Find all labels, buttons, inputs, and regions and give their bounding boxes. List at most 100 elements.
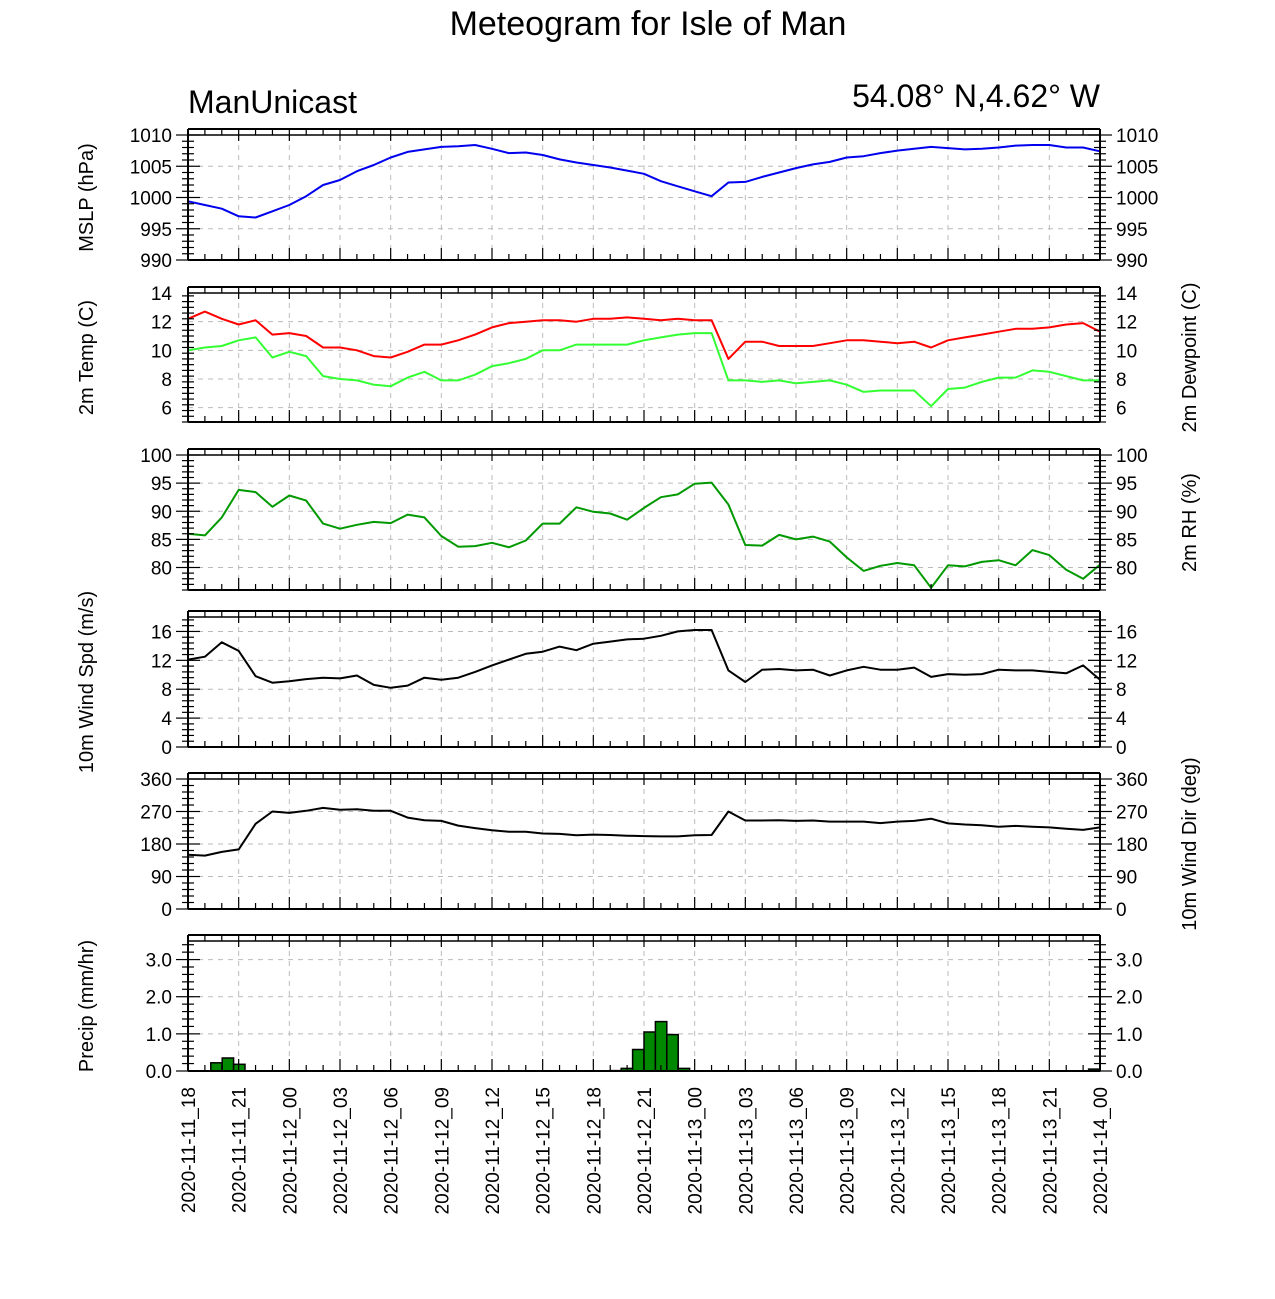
x-tick-labels: 2020-11-11_18 2020-11-11_21 2020-11-12_00 2… — [179, 1087, 1112, 1214]
y-tick-label-left: 6 — [161, 399, 172, 420]
y-tick-label-left: 0 — [161, 900, 172, 921]
y-tick-label-left: 270 — [140, 803, 172, 824]
x-tick-label: 2020-11-12_15 — [534, 1087, 555, 1214]
y-tick-label-right: 85 — [1116, 530, 1137, 551]
x-tick-label: 2020-11-13_09 — [838, 1087, 859, 1214]
y-tick-label-left: 1.0 — [146, 1025, 172, 1046]
y-tick-label-right: 180 — [1116, 835, 1148, 856]
site-coordinates: 54.08° N,4.62° W — [852, 78, 1101, 114]
x-tick-label: 2020-11-13_12 — [888, 1087, 909, 1214]
y-tick-label-left: 2.0 — [146, 988, 172, 1009]
x-tick-label: 2020-11-12_18 — [584, 1087, 605, 1214]
series-line-1 — [187, 806, 1101, 857]
x-tick-label: 2020-11-13_06 — [787, 1087, 808, 1214]
precip-bar — [232, 1063, 246, 1072]
y-tick-label-left: 95 — [151, 474, 172, 495]
y-tick-label-left: 995 — [140, 220, 172, 241]
y-axis-label-left: 10m Wind Spd (m/s) — [76, 591, 98, 773]
y-tick-label-left: 100 — [140, 446, 172, 467]
y-tick-label-left: 3.0 — [146, 951, 172, 972]
series-line-1 — [187, 144, 1101, 219]
y-tick-label-left: 0.0 — [146, 1062, 172, 1083]
y-tick-label-left: 1000 — [130, 189, 172, 210]
y-tick-label-right: 1005 — [1116, 157, 1158, 178]
y-tick-label-left: 4 — [161, 709, 172, 730]
y-tick-label-right: 100 — [1116, 446, 1148, 467]
x-tick-label: 2020-11-12_06 — [382, 1087, 403, 1214]
panel-3: 80 80 85 85 90 90 95 95 100 100 2m RH (%) — [140, 446, 1201, 591]
y-tick-label-right: 14 — [1116, 284, 1138, 305]
panel-1: 990 990 995 995 1000 1000 1005 1005 1010 1010 MSLP… — [76, 126, 1158, 272]
y-axis-label-right: 10m Wind Dir (deg) — [1179, 757, 1201, 930]
y-axis-label-left: 2m Temp (C) — [76, 300, 98, 415]
precip-bar — [666, 1033, 679, 1072]
y-tick-label-left: 14 — [151, 284, 173, 305]
y-tick-label-left: 1005 — [130, 157, 172, 178]
y-tick-label-right: 80 — [1116, 559, 1137, 580]
y-tick-label-right: 1000 — [1116, 189, 1158, 210]
y-tick-label-left: 8 — [161, 680, 172, 701]
series-line-1 — [187, 481, 1101, 589]
y-tick-label-right: 1010 — [1116, 126, 1158, 147]
y-tick-label-right: 0 — [1116, 738, 1127, 759]
series-line-2 — [187, 332, 1100, 408]
y-tick-label-right: 95 — [1116, 474, 1137, 495]
x-tick-label: 2020-11-12_21 — [635, 1087, 656, 1214]
x-tick-label: 2020-11-13_00 — [686, 1087, 707, 1214]
y-axis-label-left: MSLP (hPa) — [76, 143, 98, 252]
y-tick-label-left: 90 — [151, 502, 172, 523]
precip-bar — [654, 1020, 668, 1072]
x-tick-label: 2020-11-13_18 — [990, 1087, 1011, 1214]
x-tick-label: 2020-11-12_12 — [483, 1087, 504, 1214]
y-tick-label-right: 2.0 — [1116, 988, 1142, 1009]
x-tick-label: 2020-11-11_21 — [230, 1087, 251, 1213]
y-tick-label-right: 1.0 — [1116, 1025, 1142, 1046]
y-tick-label-right: 360 — [1116, 770, 1148, 791]
site-name: ManUnicast — [188, 84, 357, 120]
panel-5: 0 0 90 90 180 180 270 270 360 360 10m Wind Dir (de… — [140, 757, 1201, 930]
y-tick-label-left: 0 — [161, 738, 172, 759]
chart-title: Meteogram for Isle of Man — [450, 5, 847, 43]
y-tick-label-right: 90 — [1116, 502, 1137, 523]
y-tick-label-left: 12 — [151, 651, 172, 672]
x-tick-label: 2020-11-12_03 — [331, 1087, 352, 1214]
y-tick-label-right: 270 — [1116, 803, 1148, 824]
y-tick-label-right: 0 — [1116, 900, 1127, 921]
panel-6: 0.0 0.0 1.0 1.0 2.0 2.0 3.0 3.0 Precip (mm/hr) — [76, 934, 1142, 1083]
x-tick-label: 2020-11-12_09 — [432, 1087, 453, 1214]
y-tick-label-left: 8 — [161, 370, 172, 391]
y-tick-label-left: 80 — [151, 559, 172, 580]
x-tick-label: 2020-11-13_21 — [1040, 1087, 1061, 1214]
y-tick-label-right: 12 — [1116, 313, 1137, 334]
panel-2: 6 6 8 8 10 10 12 12 14 14 2m Temp (C) 2m Dewpoint (… — [76, 282, 1201, 432]
x-tick-label: 2020-11-11_18 — [179, 1087, 200, 1213]
precip-bar — [221, 1057, 235, 1072]
y-tick-label-right: 8 — [1116, 370, 1127, 391]
y-tick-label-left: 1010 — [130, 126, 172, 147]
y-axis-label-right: 2m RH (%) — [1179, 473, 1201, 572]
y-tick-label-left: 90 — [151, 868, 172, 889]
y-tick-label-left: 990 — [140, 251, 172, 272]
y-tick-label-left: 360 — [140, 770, 172, 791]
y-tick-label-right: 3.0 — [1116, 951, 1142, 972]
y-tick-label-right: 4 — [1116, 709, 1127, 730]
y-tick-label-left: 85 — [151, 530, 172, 551]
y-tick-label-right: 10 — [1116, 341, 1137, 362]
y-tick-label-left: 16 — [151, 622, 172, 643]
y-tick-label-right: 990 — [1116, 251, 1148, 272]
panel-4: 0 0 4 4 8 8 12 12 16 16 10m Wind Spd (m/s) — [76, 591, 1137, 773]
y-tick-label-left: 10 — [151, 341, 172, 362]
y-tick-label-right: 90 — [1116, 868, 1137, 889]
y-tick-label-left: 180 — [140, 835, 172, 856]
y-tick-label-left: 12 — [151, 313, 172, 334]
x-tick-label: 2020-11-12_00 — [280, 1087, 301, 1214]
x-tick-label: 2020-11-13_15 — [939, 1087, 960, 1214]
y-tick-label-right: 12 — [1116, 651, 1137, 672]
y-tick-label-right: 0.0 — [1116, 1062, 1142, 1083]
y-tick-label-right: 8 — [1116, 680, 1127, 701]
y-axis-label-right: 2m Dewpoint (C) — [1179, 282, 1201, 432]
series-line-1 — [187, 629, 1101, 689]
y-tick-label-right: 16 — [1116, 622, 1137, 643]
